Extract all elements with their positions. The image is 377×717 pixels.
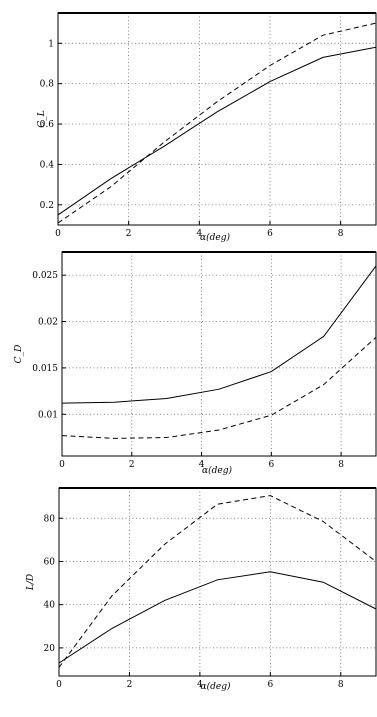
chart-ld-xtick-label: 2 xyxy=(127,680,133,690)
chart-ld-xtick-label: 6 xyxy=(267,680,273,690)
chart-cd-dashed-series-line xyxy=(61,336,377,439)
chart-ld-xtick-label: 8 xyxy=(338,680,344,690)
chart-cd-xtick-label: 6 xyxy=(268,460,274,470)
chart-cl-plot-frame xyxy=(57,12,377,226)
ld-vs-alpha-chart: 0 2 4 6 8 20 40 60 80 α(deg) L/D xyxy=(26,487,377,692)
chart-ld-xaxis-label: α(deg) xyxy=(201,681,231,692)
chart-ld-ytick-label: 20 xyxy=(44,644,56,654)
chart-cl-ytick-label: 0.2 xyxy=(40,201,54,211)
chart-cd-solid-series-line xyxy=(61,265,377,404)
chart-cd-xtick-label: 0 xyxy=(59,460,65,470)
chart-cl-dashed-series-line xyxy=(57,22,377,224)
chart-cd-xtick-label: 2 xyxy=(129,460,135,470)
chart-ld-dashed-series-line xyxy=(58,495,377,668)
chart-ld-ytick-label: 80 xyxy=(44,514,56,524)
chart-cl-ytick-label: 1 xyxy=(48,39,54,49)
chart-cl-xtick-label: 0 xyxy=(55,229,61,239)
chart-cl-yaxis-label: C_L xyxy=(37,110,47,127)
chart-cl-solid-series-line xyxy=(57,46,377,216)
chart-cl-xaxis-label: α(deg) xyxy=(200,232,230,243)
chart-cl-xtick-label: 8 xyxy=(338,229,344,239)
chart-cl-xtick-label: 2 xyxy=(126,229,132,239)
cl-vs-alpha-chart: 0 2 4 6 8 0.2 0.4 0.6 0.8 1 α(deg) C_L xyxy=(37,12,377,243)
chart-cd-xtick-label: 8 xyxy=(338,460,344,470)
chart-cl-ytick-label: 0.8 xyxy=(40,80,55,90)
chart-cd-ytick-label: 0.01 xyxy=(38,410,58,420)
cd-vs-alpha-chart: 0 2 4 6 8 0.01 0.015 0.02 0.025 α(deg) C_D xyxy=(14,251,377,476)
chart-cd-ytick-label: 0.015 xyxy=(32,364,58,374)
chart-ld-ytick-label: 40 xyxy=(44,601,56,611)
chart-cd-xtick-label: 4 xyxy=(199,460,205,470)
chart-cd-plot-frame xyxy=(61,251,377,457)
chart-cd-ytick-label: 0.025 xyxy=(32,271,58,281)
chart-cl-ytick-label: 0.6 xyxy=(40,120,55,130)
chart-cl-xtick-label: 4 xyxy=(196,229,202,239)
chart-ld-xtick-label: 4 xyxy=(197,680,203,690)
chart-cd-xaxis-label: α(deg) xyxy=(202,465,232,476)
chart-cd-yaxis-label: C_D xyxy=(14,345,24,364)
chart-ld-xtick-label: 0 xyxy=(56,680,62,690)
chart-ld-solid-series-line xyxy=(58,571,377,664)
chart-cl-ytick-label: 0.4 xyxy=(40,160,55,170)
chart-ld-yaxis-label: L/D xyxy=(26,574,36,591)
chart-ld-ytick-label: 60 xyxy=(44,557,56,567)
chart-cl-xtick-label: 6 xyxy=(267,229,273,239)
chart-cd-ytick-label: 0.02 xyxy=(38,318,58,328)
